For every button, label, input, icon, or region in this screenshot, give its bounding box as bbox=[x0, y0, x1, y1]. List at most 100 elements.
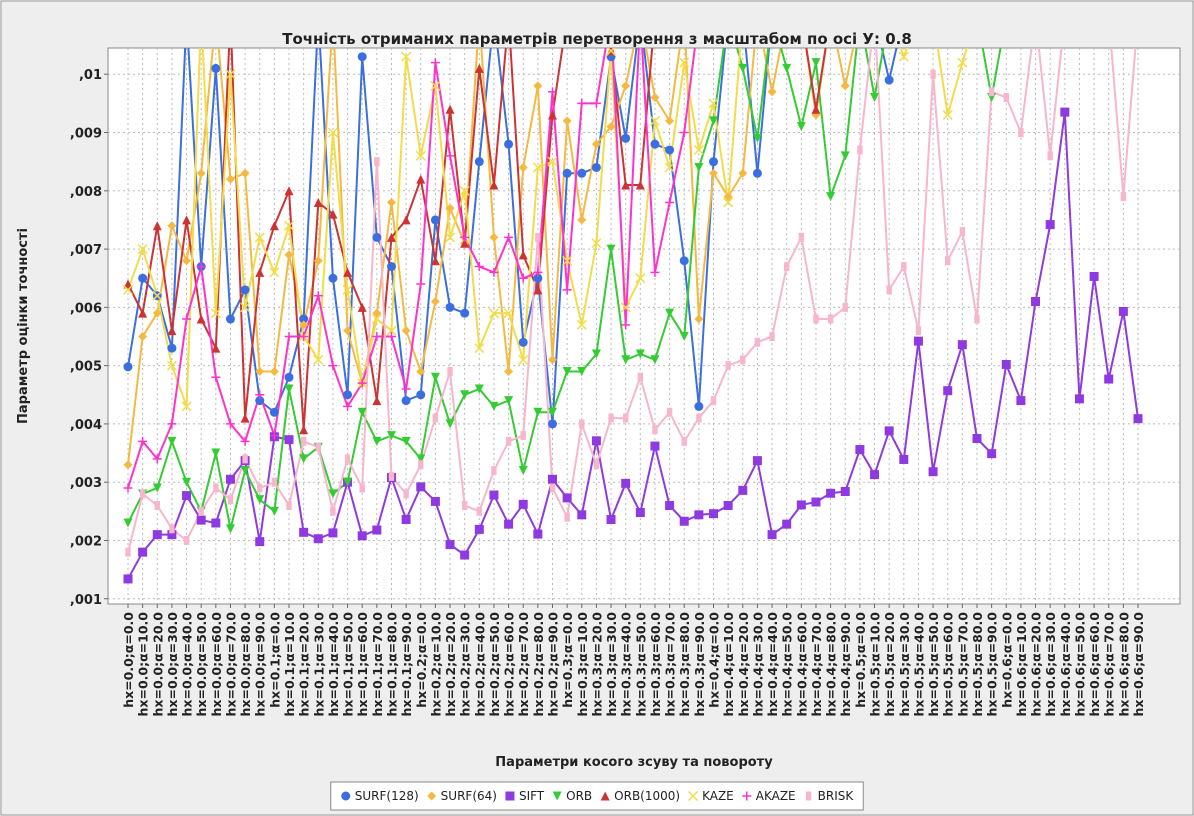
marker bbox=[679, 128, 689, 138]
marker bbox=[723, 197, 734, 208]
marker bbox=[591, 162, 601, 172]
marker bbox=[518, 354, 529, 365]
marker bbox=[227, 495, 234, 505]
marker bbox=[621, 320, 631, 330]
marker bbox=[167, 530, 177, 540]
marker bbox=[167, 343, 177, 353]
marker bbox=[688, 790, 699, 802]
x-tick-label: hx=0.4;α=40.0 bbox=[765, 612, 780, 717]
x-tick-label: hx=0.4;α=90.0 bbox=[838, 612, 853, 717]
y-tick-label: ,01 bbox=[79, 68, 102, 83]
marker bbox=[796, 500, 806, 510]
marker bbox=[505, 791, 515, 801]
legend: SURF(128) SURF(64) SIFT ORB ORB(1000) KAZE AKA… bbox=[330, 781, 864, 811]
x-tick-label: hx=0.6;α=20.0 bbox=[1029, 612, 1044, 717]
marker bbox=[416, 454, 426, 464]
marker bbox=[840, 487, 850, 497]
marker bbox=[972, 433, 982, 443]
marker bbox=[1118, 306, 1128, 316]
legend-label: ORB bbox=[566, 789, 592, 803]
marker bbox=[415, 150, 426, 161]
marker bbox=[798, 232, 805, 242]
marker bbox=[181, 401, 192, 412]
marker bbox=[357, 407, 367, 417]
x-tick-label: hx=0.6;α=70.0 bbox=[1102, 612, 1117, 717]
y-tick-label: ,009 bbox=[70, 127, 102, 142]
marker bbox=[884, 426, 894, 436]
x-tick-label: hx=0.0;α=0.0 bbox=[121, 612, 136, 708]
x-tick-label: hx=0.0;α=20.0 bbox=[150, 612, 165, 717]
marker bbox=[489, 232, 499, 242]
x-tick-label: hx=0.4;α=0.0 bbox=[707, 612, 722, 708]
marker bbox=[811, 104, 821, 114]
x-tick-label: hx=0.5;α=50.0 bbox=[926, 612, 941, 717]
marker bbox=[710, 396, 717, 406]
marker bbox=[988, 87, 995, 97]
y-tick-label: ,006 bbox=[70, 301, 102, 316]
marker bbox=[210, 308, 221, 319]
marker bbox=[460, 232, 470, 242]
marker bbox=[782, 519, 792, 529]
marker bbox=[637, 372, 644, 382]
x-tick-label: hx=0.5;α=60.0 bbox=[941, 612, 956, 717]
marker bbox=[152, 290, 163, 301]
marker bbox=[474, 63, 484, 73]
marker bbox=[532, 162, 543, 173]
x-tick-label: hx=0.5;α=90.0 bbox=[985, 612, 1000, 717]
marker bbox=[328, 528, 338, 538]
x-tick-label: hx=0.2;α=10.0 bbox=[428, 612, 443, 717]
marker bbox=[474, 262, 484, 272]
marker bbox=[767, 530, 777, 540]
marker bbox=[257, 483, 263, 493]
marker bbox=[886, 285, 892, 295]
marker bbox=[196, 515, 206, 525]
marker bbox=[649, 115, 660, 126]
legend-label: BRISK bbox=[818, 789, 855, 803]
x-tick-label: hx=0.1;α=40.0 bbox=[326, 612, 341, 717]
x-tick-label: hx=0.4;α=10.0 bbox=[721, 612, 736, 717]
x-tick-label: hx=0.6;α=40.0 bbox=[1058, 612, 1073, 717]
marker bbox=[1104, 374, 1114, 384]
marker bbox=[504, 366, 514, 376]
marker bbox=[476, 506, 483, 516]
series-line bbox=[127, 48, 898, 425]
marker bbox=[430, 58, 440, 68]
marker bbox=[591, 238, 602, 249]
marker bbox=[341, 791, 351, 801]
marker bbox=[549, 483, 556, 493]
marker bbox=[137, 244, 148, 255]
marker bbox=[547, 474, 557, 484]
marker bbox=[401, 396, 411, 406]
marker bbox=[211, 448, 221, 458]
marker bbox=[255, 537, 265, 547]
marker bbox=[313, 197, 323, 207]
marker bbox=[123, 518, 133, 528]
marker bbox=[622, 413, 629, 423]
x-tick-label: hx=0.3;α=60.0 bbox=[648, 612, 663, 717]
marker bbox=[460, 550, 470, 560]
marker bbox=[445, 419, 455, 429]
marker bbox=[562, 255, 573, 266]
x-tick-label: hx=0.6;α=90.0 bbox=[1131, 612, 1146, 717]
marker bbox=[371, 313, 382, 325]
marker bbox=[427, 791, 437, 801]
marker bbox=[430, 297, 440, 307]
series-line bbox=[127, 48, 1137, 553]
marker bbox=[416, 482, 426, 492]
marker bbox=[196, 314, 206, 324]
marker bbox=[547, 407, 557, 417]
marker bbox=[240, 168, 250, 178]
marker bbox=[901, 262, 907, 272]
marker bbox=[388, 471, 395, 481]
marker bbox=[518, 337, 528, 347]
x-tick-label: hx=0.3;α=10.0 bbox=[575, 612, 590, 717]
marker bbox=[1045, 220, 1055, 230]
marker bbox=[167, 419, 177, 429]
marker bbox=[372, 396, 382, 406]
marker bbox=[357, 52, 367, 62]
marker bbox=[621, 478, 631, 488]
x-tick-label: hx=0.1;α=90.0 bbox=[399, 612, 414, 717]
x-tick-label: hx=0.5;α=30.0 bbox=[897, 612, 912, 717]
marker bbox=[300, 436, 307, 446]
marker bbox=[738, 63, 748, 73]
